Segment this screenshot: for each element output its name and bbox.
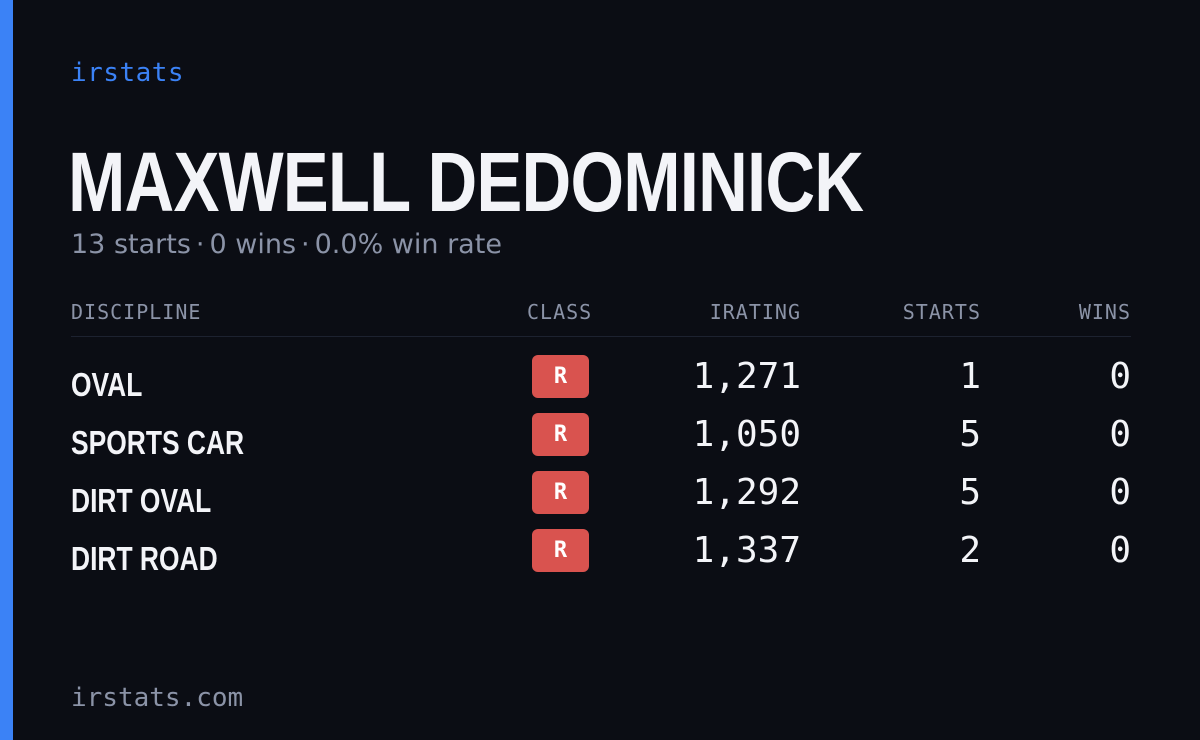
wins-value: 0 [1109, 530, 1131, 571]
table-row: DIRT OVAL R 1,292 5 0 [71, 469, 1131, 527]
summary-separator: · [301, 229, 310, 260]
irating-value: 1,271 [692, 356, 801, 397]
brand-logo-text: irstats [71, 58, 185, 88]
stats-table: DISCIPLINE CLASS IRATING STARTS WINS OVA… [71, 296, 1131, 585]
accent-bar [0, 0, 13, 740]
discipline-name: SPORTS CAR [71, 424, 245, 461]
class-badge: R [532, 355, 589, 398]
starts-value: 1 [959, 356, 981, 397]
starts-value: 5 [959, 414, 981, 455]
class-badge: R [532, 471, 589, 514]
summary-separator: · [195, 229, 205, 260]
irating-value: 1,292 [692, 472, 801, 513]
discipline-name: DIRT OVAL [71, 482, 212, 519]
footer-url[interactable]: irstats.com [71, 683, 244, 713]
wins-value: 0 [1109, 414, 1131, 455]
header-irating: IRATING [709, 300, 801, 324]
summary-starts: 13 starts [71, 229, 191, 260]
driver-name: MAXWELL DEDOMINICK [68, 135, 864, 229]
header-discipline: DISCIPLINE [71, 300, 202, 324]
discipline-name: OVAL [71, 366, 143, 403]
discipline-name: DIRT ROAD [71, 540, 218, 577]
table-body: OVAL R 1,271 1 0 SPORTS CAR R 1,050 5 0 … [71, 337, 1131, 585]
irating-value: 1,337 [692, 530, 801, 571]
header-starts: STARTS [902, 300, 981, 324]
wins-value: 0 [1109, 356, 1131, 397]
driver-summary: 13 starts · 0 wins · 0.0% win rate [71, 226, 502, 264]
table-row: OVAL R 1,271 1 0 [71, 353, 1131, 411]
starts-value: 5 [959, 472, 981, 513]
summary-wins: 0 wins [209, 229, 297, 260]
starts-value: 2 [959, 530, 981, 571]
header-class: CLASS [527, 300, 593, 324]
irating-value: 1,050 [692, 414, 801, 455]
table-row: DIRT ROAD R 1,337 2 0 [71, 527, 1131, 585]
table-header: DISCIPLINE CLASS IRATING STARTS WINS [71, 296, 1131, 337]
class-badge: R [532, 529, 589, 572]
wins-value: 0 [1109, 472, 1131, 513]
table-row: SPORTS CAR R 1,050 5 0 [71, 411, 1131, 469]
summary-win-rate: 0.0% win rate [314, 229, 502, 260]
class-badge: R [532, 413, 589, 456]
header-wins: WINS [1078, 300, 1131, 324]
